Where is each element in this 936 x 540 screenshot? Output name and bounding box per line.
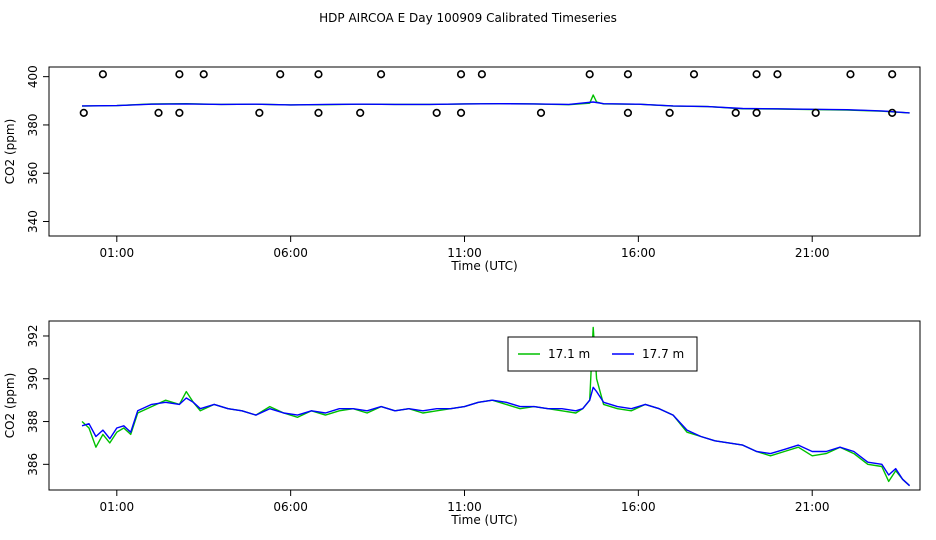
legend-label: 17.1 m — [548, 347, 590, 361]
plot-area — [79, 70, 910, 117]
scatter-point — [79, 108, 88, 117]
scatter-point — [888, 108, 897, 117]
scatter-point — [477, 70, 486, 79]
y-tick-label: 390 — [26, 367, 40, 390]
bottom-panel: 01:00 06:00 11:00 16:00 21:00 386 388 390 392 Tim… — [3, 320, 921, 527]
top-panel: 01:00 06:00 11:00 16:00 21:00 340 360 380 400 Tim… — [3, 65, 921, 273]
scatter-point — [623, 70, 633, 79]
x-tick-label: 21:00 — [795, 500, 830, 514]
plot-frame — [48, 66, 921, 237]
y-tick-label: 400 — [26, 65, 40, 88]
scatter-point — [314, 70, 323, 79]
x-tick-label: 06:00 — [273, 500, 308, 514]
scatter-point — [773, 70, 782, 79]
x-tick-label: 11:00 — [447, 246, 482, 260]
legend: 17.1 m 17.7 m — [507, 336, 698, 372]
scatter-point — [175, 70, 184, 79]
series-line — [81, 386, 911, 487]
scatter-point — [199, 70, 208, 79]
scatter-point — [752, 70, 761, 79]
x-tick-label: 16:00 — [621, 246, 656, 260]
scatter-point — [98, 70, 107, 79]
scatter-point — [846, 70, 855, 79]
scatter-point — [175, 108, 184, 117]
scatter-point — [276, 70, 285, 79]
x-tick-label: 01:00 — [100, 246, 135, 260]
scatter-point — [888, 70, 897, 79]
legend-label: 17.7 m — [642, 347, 684, 361]
y-tick-label: 380 — [26, 113, 40, 136]
y-tick-label: 392 — [26, 325, 40, 348]
y-axis-label: CO2 (ppm) — [3, 119, 17, 185]
scatter-point — [689, 70, 699, 79]
scatter-point — [456, 70, 466, 79]
plot-area — [81, 326, 911, 487]
scatter-point — [811, 108, 820, 117]
scatter-point — [314, 108, 323, 117]
x-tick-label: 06:00 — [273, 246, 308, 260]
scatter-point — [731, 108, 740, 117]
x-axis-label: Time (UTC) — [450, 259, 517, 273]
x-tick-label: 16:00 — [621, 500, 656, 514]
scatter-point — [432, 108, 441, 117]
x-tick-label: 01:00 — [100, 500, 135, 514]
figure-title: HDP AIRCOA E Day 100909 Calibrated Times… — [319, 11, 617, 25]
x-tick-label: 21:00 — [795, 246, 830, 260]
x-axis-label: Time (UTC) — [450, 513, 517, 527]
scatter-point — [154, 108, 163, 117]
scatter-point — [665, 108, 674, 117]
plot-frame — [48, 320, 921, 491]
scatter-point — [585, 70, 594, 79]
series-line — [81, 101, 910, 114]
y-tick-label: 386 — [26, 453, 40, 476]
x-tick-label: 11:00 — [447, 500, 482, 514]
scatter-point — [752, 108, 761, 117]
scatter-point — [356, 108, 365, 117]
y-tick-label: 360 — [26, 162, 40, 185]
scatter-point — [376, 70, 386, 79]
y-axis-label: CO2 (ppm) — [3, 373, 17, 439]
scatter-point — [255, 108, 264, 117]
scatter-point — [623, 108, 633, 117]
y-tick-label: 340 — [26, 210, 40, 233]
y-tick-label: 388 — [26, 410, 40, 433]
scatter-point — [456, 108, 466, 117]
scatter-point — [536, 108, 546, 117]
